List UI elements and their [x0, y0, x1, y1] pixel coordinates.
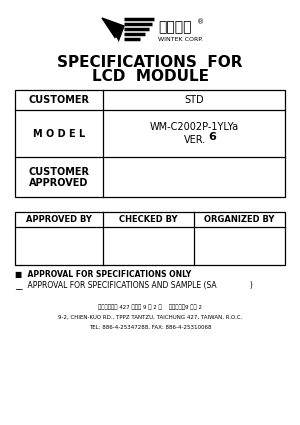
Text: M O D E L: M O D E L	[33, 128, 85, 139]
Text: CUSTOMER: CUSTOMER	[28, 95, 89, 105]
Bar	[15, 90, 285, 197]
Text: 台中市淡水區 427 建國路 9 之 2 號    公司個號：9 天地 2: 台中市淡水區 427 建國路 9 之 2 號 公司個號：9 天地 2	[98, 304, 202, 310]
Text: WM-C2002P-1YLYa: WM-C2002P-1YLYa	[149, 122, 238, 131]
Text: CUSTOMER: CUSTOMER	[28, 167, 89, 177]
Text: APPROVED: APPROVED	[29, 178, 89, 188]
Text: WINTEK CORP.: WINTEK CORP.	[158, 37, 203, 42]
Text: APPROVED BY: APPROVED BY	[26, 215, 92, 224]
Bar	[15, 212, 285, 265]
Text: LCD  MODULE: LCD MODULE	[92, 68, 208, 83]
Text: 9-2, CHIEN-KUO RD., TPPZ TANTZU, TAICHUNG 427, TAIWAN, R.O.C.: 9-2, CHIEN-KUO RD., TPPZ TANTZU, TAICHUN…	[58, 314, 242, 320]
Text: ■  APPROVAL FOR SPECIFICATIONS ONLY: ■ APPROVAL FOR SPECIFICATIONS ONLY	[15, 270, 191, 280]
Text: 勝華科技: 勝華科技	[158, 20, 191, 34]
Text: ®: ®	[197, 19, 204, 25]
Text: CHECKED BY: CHECKED BY	[119, 215, 178, 224]
Text: TEL: 886-4-25347288, FAX: 886-4-25310068: TEL: 886-4-25347288, FAX: 886-4-25310068	[89, 325, 211, 329]
Text: __  APPROVAL FOR SPECIFICATIONS AND SAMPLE (SA              ): __ APPROVAL FOR SPECIFICATIONS AND SAMPL…	[15, 280, 253, 289]
Text: VER.: VER.	[184, 134, 206, 145]
Text: SPECIFICATIONS  FOR: SPECIFICATIONS FOR	[57, 54, 243, 70]
Text: STD: STD	[184, 95, 204, 105]
Polygon shape	[114, 38, 118, 42]
Text: 6: 6	[208, 131, 216, 142]
Polygon shape	[102, 18, 124, 42]
Text: ORGANIZED BY: ORGANIZED BY	[204, 215, 275, 224]
